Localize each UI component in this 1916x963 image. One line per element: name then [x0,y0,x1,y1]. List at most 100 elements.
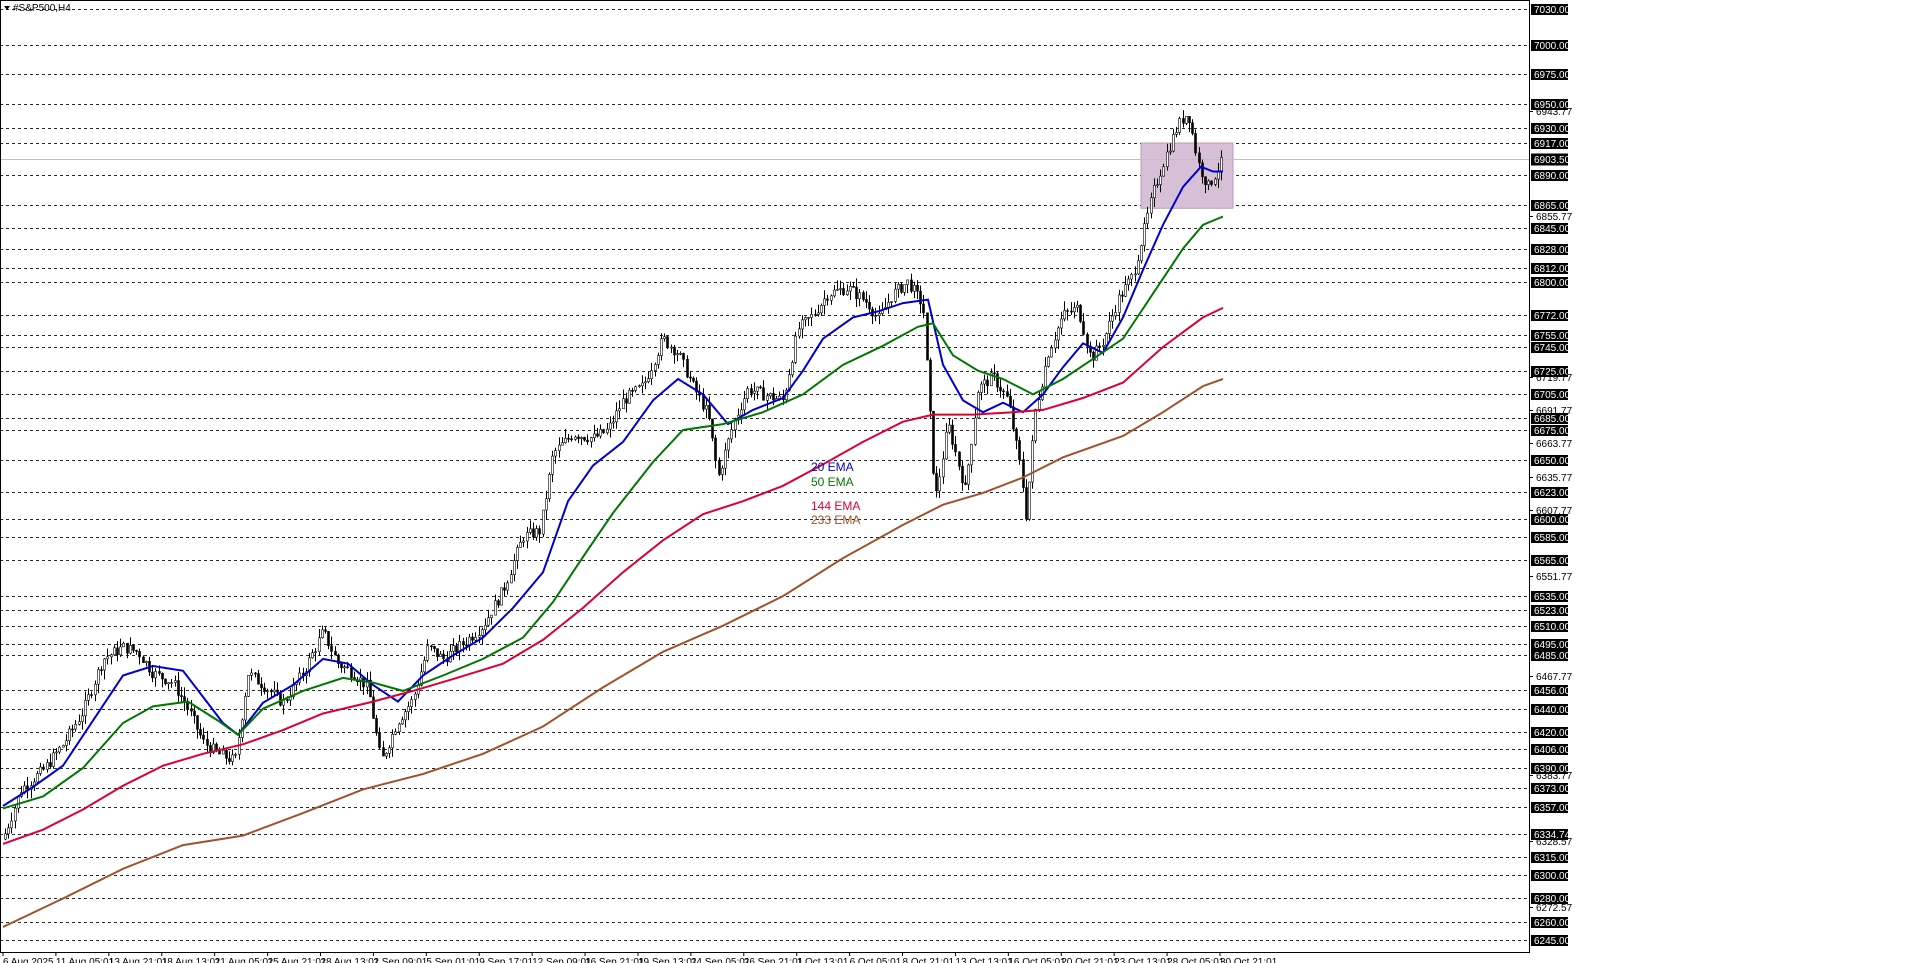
candle-body [222,749,225,755]
candle-body [1172,134,1175,152]
candle-body [529,528,532,533]
candle-body [442,653,445,659]
candle-body [1057,327,1060,341]
candle-body [695,380,698,393]
candle-body [830,295,833,301]
candle-body [516,547,519,561]
candle-body [42,766,45,770]
candle-body [913,284,916,292]
price-level-label: 6440.00 [1534,705,1571,716]
candle-body [1159,175,1162,185]
candle-body [254,672,257,675]
price-level-label: 6917.00 [1534,139,1571,150]
candle-body [743,398,746,411]
legend-entry: 144 EMA [811,499,860,513]
candle-body [206,738,209,746]
candle-body [1210,180,1213,185]
candle-body [410,699,413,707]
time-label: 13 Aug 21:01 [109,957,168,963]
candle-body [1220,157,1223,173]
candle-body [474,637,477,641]
candle-body [718,459,721,475]
candle-body [506,582,509,591]
candle-body [558,444,561,451]
candle-body [631,390,634,392]
price-level-label: 6975.00 [1534,70,1571,81]
candle-body [836,288,839,291]
candle-body [948,424,951,433]
time-label: 12 Sep 09:01 [532,957,592,963]
symbol-header[interactable]: #S&P500,H4 [4,3,71,14]
price-level-label: 6280.00 [1534,894,1571,905]
price-level-label: 6357.00 [1534,803,1571,814]
candle-body [286,699,289,701]
price-level-label: 6485.00 [1534,651,1571,662]
candle-body [807,317,810,319]
price-level-tag [1531,310,1568,321]
candle-body [1198,152,1201,164]
triangle-down-icon[interactable] [4,6,10,10]
candle-body [1146,212,1149,224]
candle-body [58,746,61,753]
price-level-tag [1531,366,1568,377]
candle-body [1018,440,1021,460]
candle-body [164,678,167,685]
time-label: 25 Aug 21:01 [268,957,327,963]
time-label: 6 Oct 05:01 [850,957,902,963]
candle-body [26,785,29,790]
candle-body [839,288,842,290]
candle-body [849,285,852,292]
candle-body [682,353,685,360]
candle-body [772,393,775,401]
candle-body [1015,428,1018,441]
price-level-label: 6315.00 [1534,853,1571,864]
price-level-tag [1531,4,1568,15]
candle-body [676,353,679,356]
candle-body [330,645,333,652]
candle-body [724,449,727,469]
candle-body [266,690,269,693]
candle-body [1214,178,1217,185]
candle-body [193,710,196,717]
candle-body [1076,304,1079,308]
candle-body [574,436,577,440]
candle-body [260,683,263,689]
candle-body [910,279,913,292]
candle-body [1124,284,1127,297]
candle-body [977,392,980,419]
candle-body [279,691,282,706]
time-label: 18 Aug 13:01 [162,957,221,963]
price-level-tag [1531,650,1568,661]
candle-body [1002,390,1005,393]
candle-body [833,289,836,297]
candle-body [186,702,189,709]
candle-body [1050,347,1053,358]
candle-body [1137,260,1140,275]
candle-body [1044,366,1047,388]
price-scale-label: 6272.57 [1536,903,1573,914]
ema-line-233-ema [2,378,1224,928]
candle-body [666,336,669,348]
price-level-label: 6510.00 [1534,622,1571,633]
candle-body [327,631,330,647]
candle-body [170,682,173,684]
candle-body [273,689,276,693]
candle-body [1201,162,1204,178]
candle-body [71,728,74,731]
legend-entry: 233 EMA [811,513,860,527]
price-level-label: 6260.00 [1534,918,1571,929]
candle-body [1047,356,1050,367]
price-axis[interactable]: 7030.00 7000.00 6975.00 6950.00 6930.00 6917.… [1529,4,1573,947]
price-level-label: 6755.00 [1534,331,1571,342]
candle-body [1066,310,1069,312]
price-level-lines [0,9,1529,941]
candle-body [647,378,650,383]
price-level-label: 6585.00 [1534,533,1571,544]
candle-body [1031,440,1034,483]
price-level-label: 6685.00 [1534,414,1571,425]
candle-body [874,315,877,317]
candle-body [570,438,573,441]
candle-body [580,437,583,439]
